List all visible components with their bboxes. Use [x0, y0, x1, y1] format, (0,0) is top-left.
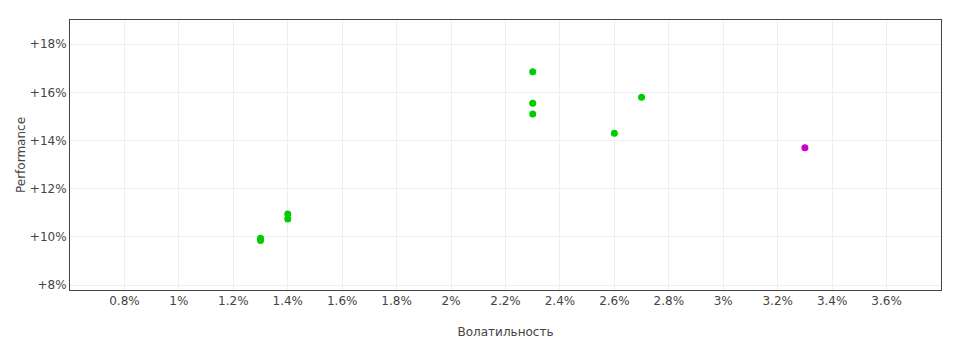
svg-text:+16%: +16% [30, 86, 67, 100]
svg-text:+14%: +14% [30, 134, 67, 148]
svg-text:3.4%: 3.4% [817, 294, 848, 308]
svg-text:2%: 2% [442, 294, 461, 308]
svg-text:Волатильность: Волатильность [458, 325, 554, 339]
svg-text:1.8%: 1.8% [381, 294, 412, 308]
svg-text:1.4%: 1.4% [273, 294, 304, 308]
svg-text:+8%: +8% [38, 278, 67, 292]
svg-text:2.6%: 2.6% [599, 294, 630, 308]
svg-text:1.2%: 1.2% [218, 294, 249, 308]
svg-text:1.6%: 1.6% [327, 294, 358, 308]
svg-text:2.2%: 2.2% [490, 294, 521, 308]
svg-text:Performance: Performance [14, 117, 28, 193]
svg-text:+18%: +18% [30, 37, 67, 51]
svg-text:3%: 3% [714, 294, 733, 308]
svg-text:0.8%: 0.8% [109, 294, 140, 308]
svg-text:3.2%: 3.2% [762, 294, 793, 308]
svg-text:2.8%: 2.8% [654, 294, 685, 308]
svg-text:+10%: +10% [30, 230, 67, 244]
svg-text:2.4%: 2.4% [545, 294, 576, 308]
svg-text:3.6%: 3.6% [871, 294, 902, 308]
svg-text:1%: 1% [169, 294, 188, 308]
svg-text:+12%: +12% [30, 182, 67, 196]
